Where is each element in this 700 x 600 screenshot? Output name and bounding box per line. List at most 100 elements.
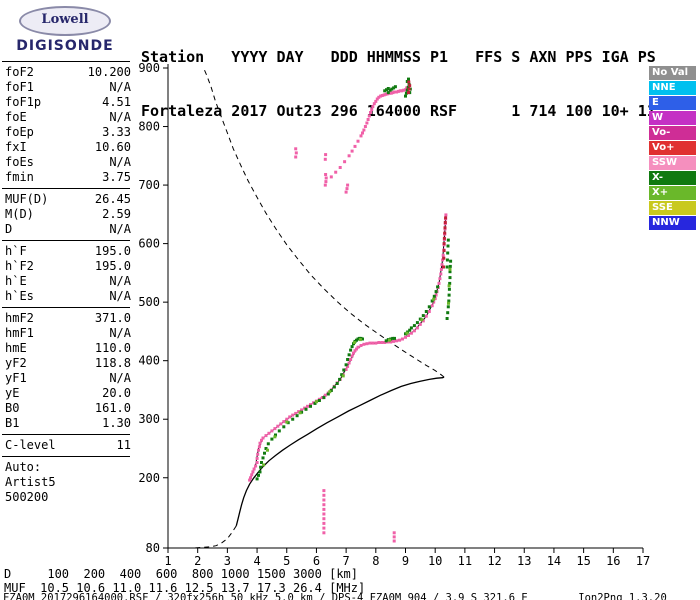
- echo-point-f-trace-o-mode: [344, 368, 348, 371]
- param-value: 161.0: [94, 401, 131, 415]
- echo-point-f-trace-x-plus: [298, 411, 302, 415]
- echo-point-f-trace-x-mode: [393, 336, 396, 340]
- echo-point-vo-plus-red: [442, 249, 446, 253]
- echo-point-f-trace-x-mode: [412, 324, 416, 328]
- echo-point-f-trace-x-mode: [322, 396, 326, 400]
- echo-point-f-trace-o-mode: [267, 431, 271, 435]
- param-label: hmF1: [5, 326, 34, 340]
- station-header-values: Fortaleza 2017 Out23 296 164000 RSF 1 71…: [141, 102, 656, 120]
- echo-point-f-trace-o-mode: [430, 304, 434, 308]
- legend-item-vo: Vo+: [649, 141, 696, 155]
- echo-point-f-trace-x-mode: [391, 336, 395, 340]
- echo-point-f-trace-x-mode: [384, 339, 388, 343]
- echo-point-f-trace-o-mode: [251, 470, 255, 474]
- echo-point-f-trace-o-mode: [261, 436, 265, 440]
- echo-point-f-trace-o-mode: [346, 365, 350, 368]
- echo-point-f-trace-o-mode: [362, 342, 366, 346]
- echo-point-f-trace-o-mode: [441, 258, 445, 262]
- param-label: B0: [5, 401, 20, 415]
- echo-point-f-trace-x-mode: [274, 433, 277, 437]
- param-label: yF1: [5, 371, 27, 385]
- param-value: N/A: [109, 110, 131, 124]
- echo-point-f-trace-x-mode: [313, 401, 317, 405]
- param-value: N/A: [109, 371, 131, 385]
- echo-point-f-trace-x-mode: [260, 461, 263, 464]
- legend-item-nne: NNE: [649, 81, 696, 95]
- param-row-h-e: h`E N/A: [2, 274, 134, 289]
- echo-point-f-trace-x-mode: [446, 244, 450, 248]
- param-row-d: D N/A: [2, 222, 134, 237]
- y-tick-label: 300: [138, 412, 160, 426]
- echo-point-second-hop-x-mode: [406, 85, 410, 89]
- echo-point-f-trace-x-mode: [427, 305, 431, 309]
- param-label: h`F2: [5, 259, 34, 273]
- param-label: fmin: [5, 170, 34, 184]
- lowell-digisonde-logo: Lowell DIGISONDE: [10, 6, 120, 54]
- echo-point-f-trace-o-mode: [404, 335, 407, 339]
- echo-point-vo-plus-red: [407, 91, 410, 95]
- echo-point-f-trace-x-mode: [447, 293, 451, 297]
- echo-point-interference: [323, 157, 327, 161]
- echo-point-f-trace-o-mode: [306, 404, 309, 408]
- echo-point-f-trace-x-mode: [448, 276, 452, 280]
- echo-point-f-trace-x-mode: [432, 294, 436, 298]
- x-tick-label: 7: [343, 554, 350, 568]
- panel-separator: [2, 434, 130, 435]
- echo-point-f-trace-x-mode: [446, 311, 450, 315]
- echo-point-f-trace-o-mode: [270, 429, 274, 433]
- station-header-labels: Station YYYY DAY DDD HHMMSS P1 FFS S AXN…: [141, 48, 656, 66]
- echo-point-f-trace-o-mode: [437, 281, 441, 285]
- echo-point-f-trace-o-mode: [309, 403, 312, 407]
- echo-point-f-trace-o-mode: [398, 338, 402, 342]
- x-tick-label: 12: [487, 554, 501, 568]
- echo-point-second-hop-o-mode: [384, 92, 388, 96]
- echo-point-f-trace-x-plus: [432, 297, 436, 301]
- echo-point-f-trace-x-plus: [352, 341, 356, 344]
- param-row-fof1p: foF1p 4.51: [2, 95, 134, 110]
- param-label: foF1p: [5, 95, 42, 109]
- y-tick-label: 500: [138, 295, 160, 309]
- y-tick-label: 900: [138, 61, 160, 75]
- echo-point-f-trace-o-mode: [255, 456, 259, 460]
- echo-point-f-trace-o-mode: [294, 411, 298, 415]
- echo-point-f-trace-x-mode: [291, 417, 295, 421]
- echo-point-f-trace-o-mode: [371, 341, 375, 345]
- param-value: 371.0: [94, 311, 131, 325]
- param-value: N/A: [109, 155, 131, 169]
- echo-point-f-trace-o-mode: [424, 314, 428, 318]
- echo-point-f-trace-x-mode: [295, 414, 299, 418]
- panel-separator: [2, 240, 130, 241]
- echo-point-f-trace-o-mode: [288, 415, 292, 419]
- echo-point-f-trace-x-mode: [277, 429, 281, 433]
- station-header: Station YYYY DAY DDD HHMMSS P1 FFS S AXN…: [141, 12, 656, 156]
- echo-point-f-trace-o-mode: [380, 341, 384, 344]
- param-value: 4.51: [102, 95, 131, 109]
- param-row-fmin: fmin 3.75: [2, 170, 134, 185]
- echo-point-f-trace-x-mode: [282, 425, 286, 429]
- echo-point-second-hop-o-mode: [324, 180, 328, 184]
- y-tick-label: 80: [146, 541, 160, 555]
- legend-item-w: W: [649, 111, 696, 125]
- echo-point-f-trace-o-mode: [276, 424, 280, 428]
- echo-point-interference: [322, 503, 326, 507]
- echo-point-f-trace-x-mode: [424, 310, 428, 313]
- echo-point-f-trace-o-mode: [439, 267, 443, 271]
- param-row-foep: foEp 3.33: [2, 125, 134, 140]
- echo-point-f-trace-o-mode: [255, 461, 259, 464]
- echo-point-f-trace-o-mode: [279, 422, 283, 426]
- echo-point-f-trace-x-mode: [346, 358, 350, 361]
- echo-point-second-hop-o-mode: [359, 134, 363, 138]
- echo-point-f-trace-x-plus: [448, 267, 452, 271]
- echo-point-f-trace-x-mode: [449, 259, 453, 263]
- echo-point-second-hop-x-mode: [385, 88, 388, 92]
- echo-point-f-trace-x-mode: [445, 317, 449, 320]
- param-row-h-f: h`F 195.0: [2, 244, 134, 259]
- echo-point-second-hop-o-mode: [367, 114, 371, 118]
- param-value: 26.45: [94, 192, 131, 206]
- echo-point-f-trace-o-mode: [347, 361, 351, 365]
- echo-point-second-hop-o-mode: [380, 94, 384, 97]
- echo-point-f-trace-o-mode: [415, 326, 419, 330]
- echo-point-vo-plus-red: [443, 231, 447, 235]
